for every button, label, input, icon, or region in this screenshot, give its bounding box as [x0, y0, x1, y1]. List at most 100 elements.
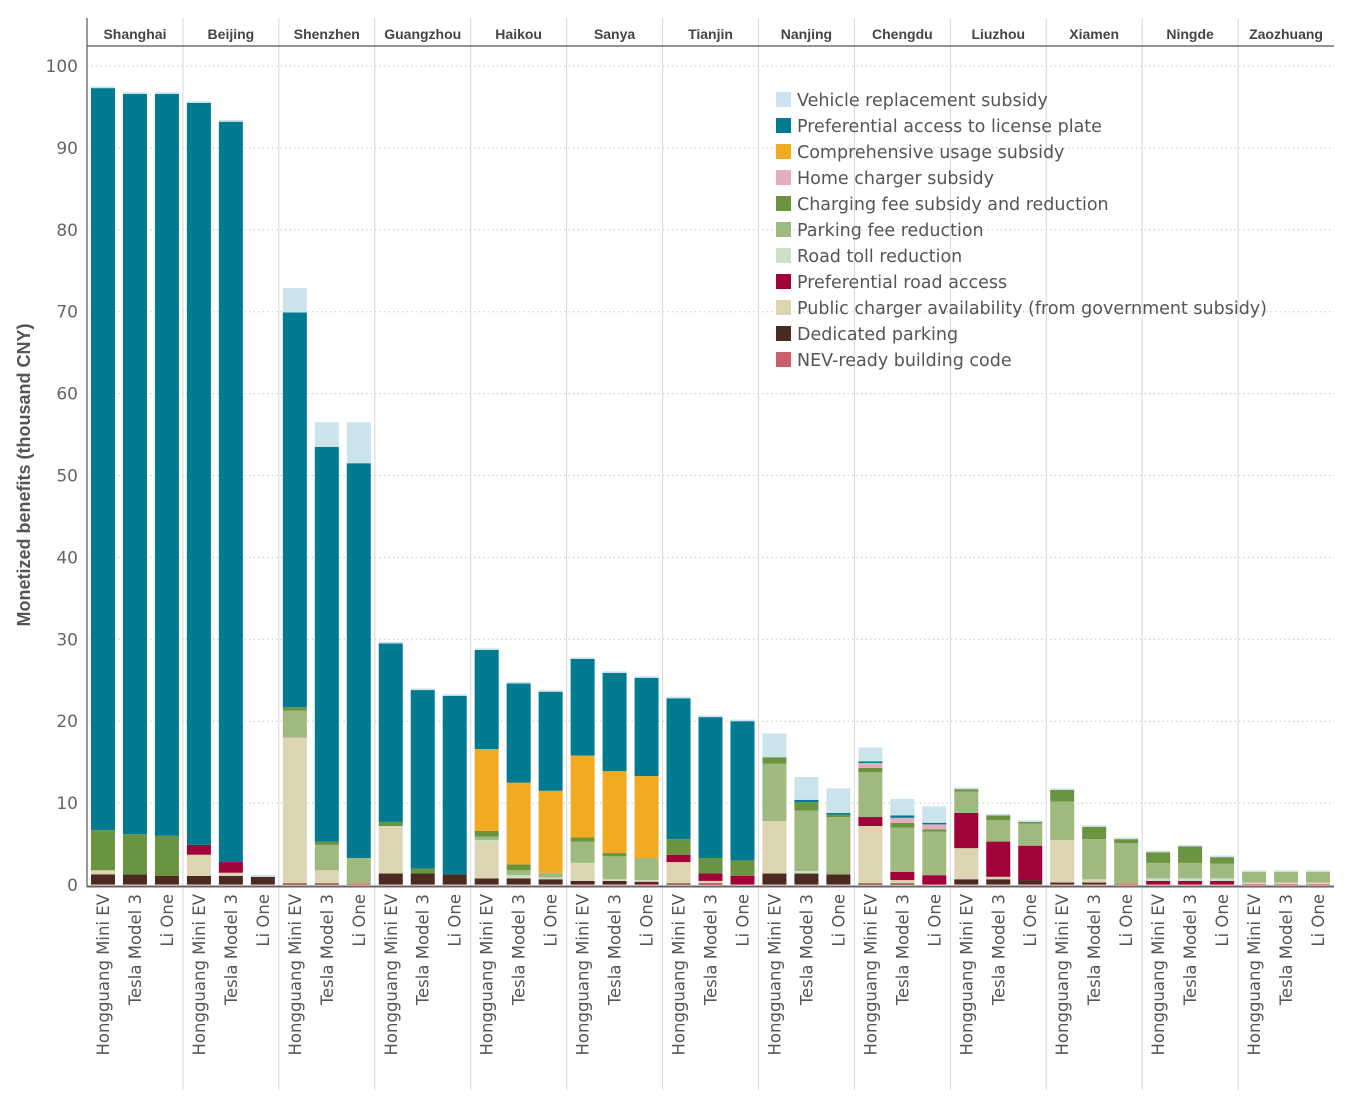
bar-segment — [986, 884, 1011, 885]
bar-segment — [314, 884, 339, 885]
bar-segment — [90, 88, 115, 831]
bar-segment — [1274, 870, 1299, 872]
bar-segment — [1114, 843, 1139, 885]
bar-segment — [282, 884, 307, 885]
bar-segment — [314, 841, 339, 845]
bar-segment — [858, 761, 883, 763]
bar-segment — [1210, 857, 1235, 864]
bar-segment — [506, 878, 531, 885]
bar-segment — [922, 829, 947, 832]
model-label: Li One — [733, 894, 752, 947]
model-label: Li One — [1117, 894, 1136, 947]
bar-segment — [282, 707, 307, 711]
bar-segment — [922, 824, 947, 830]
bar-segment — [314, 422, 339, 447]
bar-segment — [1082, 839, 1107, 880]
bar-segment — [378, 643, 403, 822]
bar-segment — [250, 884, 275, 885]
model-label: Li One — [638, 894, 657, 947]
model-labels: Hongguang Mini EV Tesla Model 3 Li One Hong… — [94, 893, 1328, 1055]
model-label: Hongguang Mini EV — [670, 893, 689, 1055]
bar-segment — [954, 787, 979, 790]
bar-segment — [762, 884, 787, 885]
bar-segment — [122, 834, 147, 875]
city-label: Ningde — [1166, 26, 1214, 42]
legend-swatch — [776, 222, 791, 237]
bar-segment — [858, 762, 883, 768]
bar-segment — [410, 688, 435, 691]
bar-segment — [186, 854, 211, 876]
bar-segment — [346, 857, 371, 885]
bar-segment — [1178, 878, 1203, 881]
city-label: Sanya — [594, 26, 635, 42]
bar-segment — [1274, 882, 1299, 885]
y-tick-label: 60 — [56, 385, 78, 405]
bar-segment — [986, 815, 1011, 821]
bar-segment — [1050, 789, 1075, 802]
model-label: Li One — [829, 894, 848, 947]
bar-segment — [1082, 884, 1107, 885]
bar-segment — [570, 841, 595, 863]
model-label: Hongguang Mini EV — [382, 893, 401, 1055]
model-label: Hongguang Mini EV — [1245, 893, 1264, 1055]
city-label: Chengdu — [872, 26, 933, 42]
bar-segment — [1018, 845, 1043, 881]
bar-segment — [666, 698, 691, 840]
bar-segment — [1018, 880, 1043, 885]
bar-segment — [1146, 852, 1171, 863]
bar-segment — [1242, 870, 1267, 872]
y-tick-label: 0 — [67, 876, 78, 896]
bar-segment — [282, 312, 307, 708]
bar-segment — [378, 826, 403, 828]
bar-segment — [1210, 878, 1235, 881]
model-label: Hongguang Mini EV — [478, 893, 497, 1055]
legend: Vehicle replacement subsidy Preferential … — [776, 91, 1267, 371]
bar-segment — [602, 672, 627, 772]
bar-segment — [90, 874, 115, 885]
bar-segment — [826, 874, 851, 885]
bar-segment — [474, 884, 499, 885]
bar-segment — [954, 879, 979, 885]
bar-segment — [922, 884, 947, 885]
bar-segment — [90, 870, 115, 875]
bar-segment — [154, 93, 179, 836]
bar-segment — [218, 121, 243, 863]
bar-segment — [1242, 882, 1267, 885]
bar-segment — [762, 873, 787, 885]
bar-segment — [890, 884, 915, 885]
legend-label: Road toll reduction — [797, 247, 962, 267]
bar-segment — [1082, 826, 1107, 840]
bar-segment — [890, 817, 915, 823]
bar-segment — [122, 93, 147, 835]
y-tick-label: 90 — [56, 139, 78, 159]
bar-segment — [858, 884, 883, 885]
model-label: Hongguang Mini EV — [861, 893, 880, 1055]
model-label: Tesla Model 3 — [989, 894, 1008, 1006]
bar-segment — [634, 857, 659, 881]
legend-label: Vehicle replacement subsidy — [797, 91, 1048, 111]
bar-segment — [570, 658, 595, 756]
y-tick-label: 20 — [56, 712, 78, 732]
bar-segment — [826, 817, 851, 875]
bar-segment — [410, 873, 435, 885]
model-label: Hongguang Mini EV — [574, 893, 593, 1055]
bar-segment — [1274, 871, 1299, 883]
legend-swatch — [776, 170, 791, 185]
bar-segment — [730, 884, 755, 885]
bar-segment — [186, 102, 211, 845]
bar-segment — [666, 696, 691, 699]
bar-segment — [282, 287, 307, 313]
y-tick-label: 30 — [56, 630, 78, 650]
bar-segment — [1050, 788, 1075, 790]
bar-segment — [954, 789, 979, 792]
bar-segment — [858, 771, 883, 818]
y-tick-label: 10 — [56, 794, 78, 814]
bar-segment — [1146, 880, 1171, 885]
bar-segment — [410, 884, 435, 885]
bar-segment — [634, 676, 659, 678]
bar-segment — [154, 835, 179, 876]
legend-label: Dedicated parking — [797, 325, 958, 345]
bar-segment — [1050, 884, 1075, 885]
bar-segment — [730, 875, 755, 885]
